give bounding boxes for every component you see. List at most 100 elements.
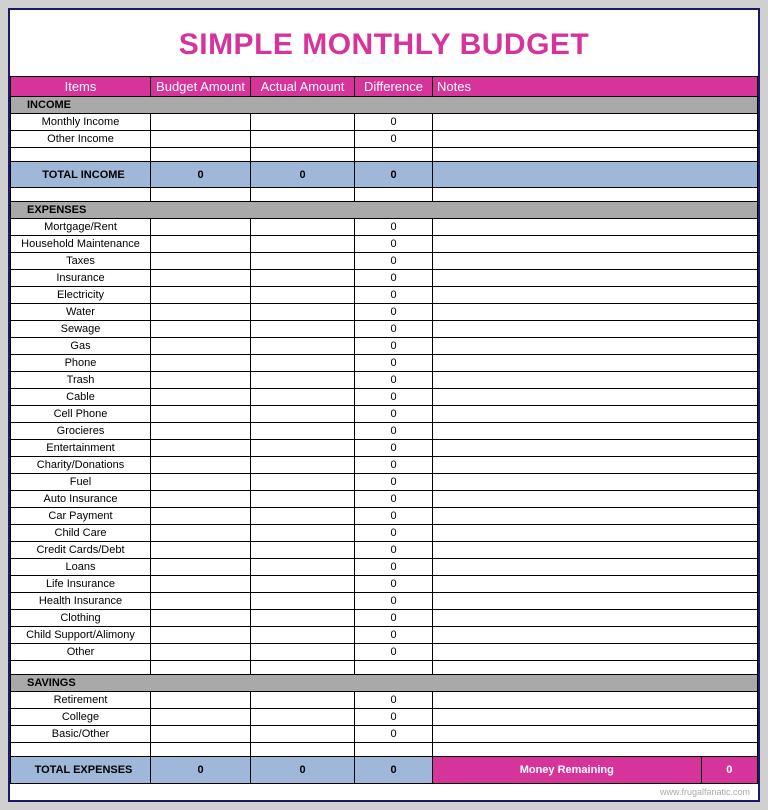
- header-actual: Actual Amount: [251, 77, 355, 97]
- item-budget: [151, 508, 251, 525]
- item-budget: [151, 525, 251, 542]
- item-name: Life Insurance: [11, 576, 151, 593]
- item-name: Sewage: [11, 321, 151, 338]
- table-row: Charity/Donations0: [11, 457, 758, 474]
- item-actual: [251, 610, 355, 627]
- item-budget: [151, 627, 251, 644]
- spacer-row: [11, 661, 758, 675]
- spacer-cell: [433, 661, 758, 675]
- item-budget: [151, 114, 251, 131]
- spacer-row: [11, 188, 758, 202]
- section-header: SAVINGS: [11, 675, 758, 692]
- item-notes: [433, 559, 758, 576]
- section-label: INCOME: [11, 97, 758, 114]
- item-notes: [433, 709, 758, 726]
- table-row: Auto Insurance0: [11, 491, 758, 508]
- item-notes: [433, 491, 758, 508]
- table-row: College0: [11, 709, 758, 726]
- total-budget: 0: [151, 162, 251, 188]
- item-actual: [251, 355, 355, 372]
- table-row: Car Payment0: [11, 508, 758, 525]
- section-header: EXPENSES: [11, 202, 758, 219]
- item-diff: 0: [355, 270, 433, 287]
- item-actual: [251, 304, 355, 321]
- item-actual: [251, 525, 355, 542]
- item-budget: [151, 131, 251, 148]
- item-actual: [251, 423, 355, 440]
- footer-credit: www.frugalfanatic.com: [10, 784, 758, 800]
- item-notes: [433, 542, 758, 559]
- item-actual: [251, 287, 355, 304]
- item-actual: [251, 406, 355, 423]
- table-row: Loans0: [11, 559, 758, 576]
- item-actual: [251, 440, 355, 457]
- spacer-cell: [151, 148, 251, 162]
- total-actual: 0: [251, 162, 355, 188]
- total-diff: 0: [355, 757, 433, 784]
- item-actual: [251, 372, 355, 389]
- spacer-cell: [251, 743, 355, 757]
- total-row: TOTAL EXPENSES000Money Remaining0: [11, 757, 758, 784]
- table-row: Credit Cards/Debt0: [11, 542, 758, 559]
- item-name: Trash: [11, 372, 151, 389]
- item-actual: [251, 593, 355, 610]
- item-budget: [151, 287, 251, 304]
- spacer-cell: [11, 661, 151, 675]
- item-notes: [433, 593, 758, 610]
- item-name: Child Support/Alimony: [11, 627, 151, 644]
- item-actual: [251, 219, 355, 236]
- table-row: Trash0: [11, 372, 758, 389]
- table-row: Basic/Other0: [11, 726, 758, 743]
- item-actual: [251, 270, 355, 287]
- item-notes: [433, 508, 758, 525]
- item-budget: [151, 726, 251, 743]
- item-name: Taxes: [11, 253, 151, 270]
- item-name: Entertainment: [11, 440, 151, 457]
- item-diff: 0: [355, 593, 433, 610]
- spacer-cell: [151, 661, 251, 675]
- item-name: Basic/Other: [11, 726, 151, 743]
- item-name: Auto Insurance: [11, 491, 151, 508]
- item-budget: [151, 440, 251, 457]
- item-diff: 0: [355, 304, 433, 321]
- item-diff: 0: [355, 236, 433, 253]
- total-budget: 0: [151, 757, 251, 784]
- item-name: Monthly Income: [11, 114, 151, 131]
- item-diff: 0: [355, 627, 433, 644]
- item-actual: [251, 709, 355, 726]
- item-notes: [433, 236, 758, 253]
- item-budget: [151, 576, 251, 593]
- item-budget: [151, 423, 251, 440]
- item-budget: [151, 406, 251, 423]
- item-budget: [151, 270, 251, 287]
- table-row: Child Support/Alimony 0: [11, 627, 758, 644]
- total-label: TOTAL INCOME: [11, 162, 151, 188]
- total-diff: 0: [355, 162, 433, 188]
- item-name: Health Insurance: [11, 593, 151, 610]
- item-budget: [151, 457, 251, 474]
- item-actual: [251, 474, 355, 491]
- item-budget: [151, 644, 251, 661]
- section-label: EXPENSES: [11, 202, 758, 219]
- item-diff: 0: [355, 423, 433, 440]
- item-diff: 0: [355, 338, 433, 355]
- table-row: Entertainment0: [11, 440, 758, 457]
- item-name: Child Care: [11, 525, 151, 542]
- table-row: Other0: [11, 644, 758, 661]
- item-name: Household Maintenance: [11, 236, 151, 253]
- item-name: Loans: [11, 559, 151, 576]
- section-label: SAVINGS: [11, 675, 758, 692]
- item-budget: [151, 321, 251, 338]
- header-items: Items: [11, 77, 151, 97]
- table-row: Cell Phone0: [11, 406, 758, 423]
- item-notes: [433, 525, 758, 542]
- item-diff: 0: [355, 644, 433, 661]
- spacer-cell: [151, 743, 251, 757]
- item-name: Gas: [11, 338, 151, 355]
- item-notes: [433, 321, 758, 338]
- item-actual: [251, 253, 355, 270]
- item-notes: [433, 253, 758, 270]
- item-diff: 0: [355, 287, 433, 304]
- item-diff: 0: [355, 389, 433, 406]
- table-row: Cable0: [11, 389, 758, 406]
